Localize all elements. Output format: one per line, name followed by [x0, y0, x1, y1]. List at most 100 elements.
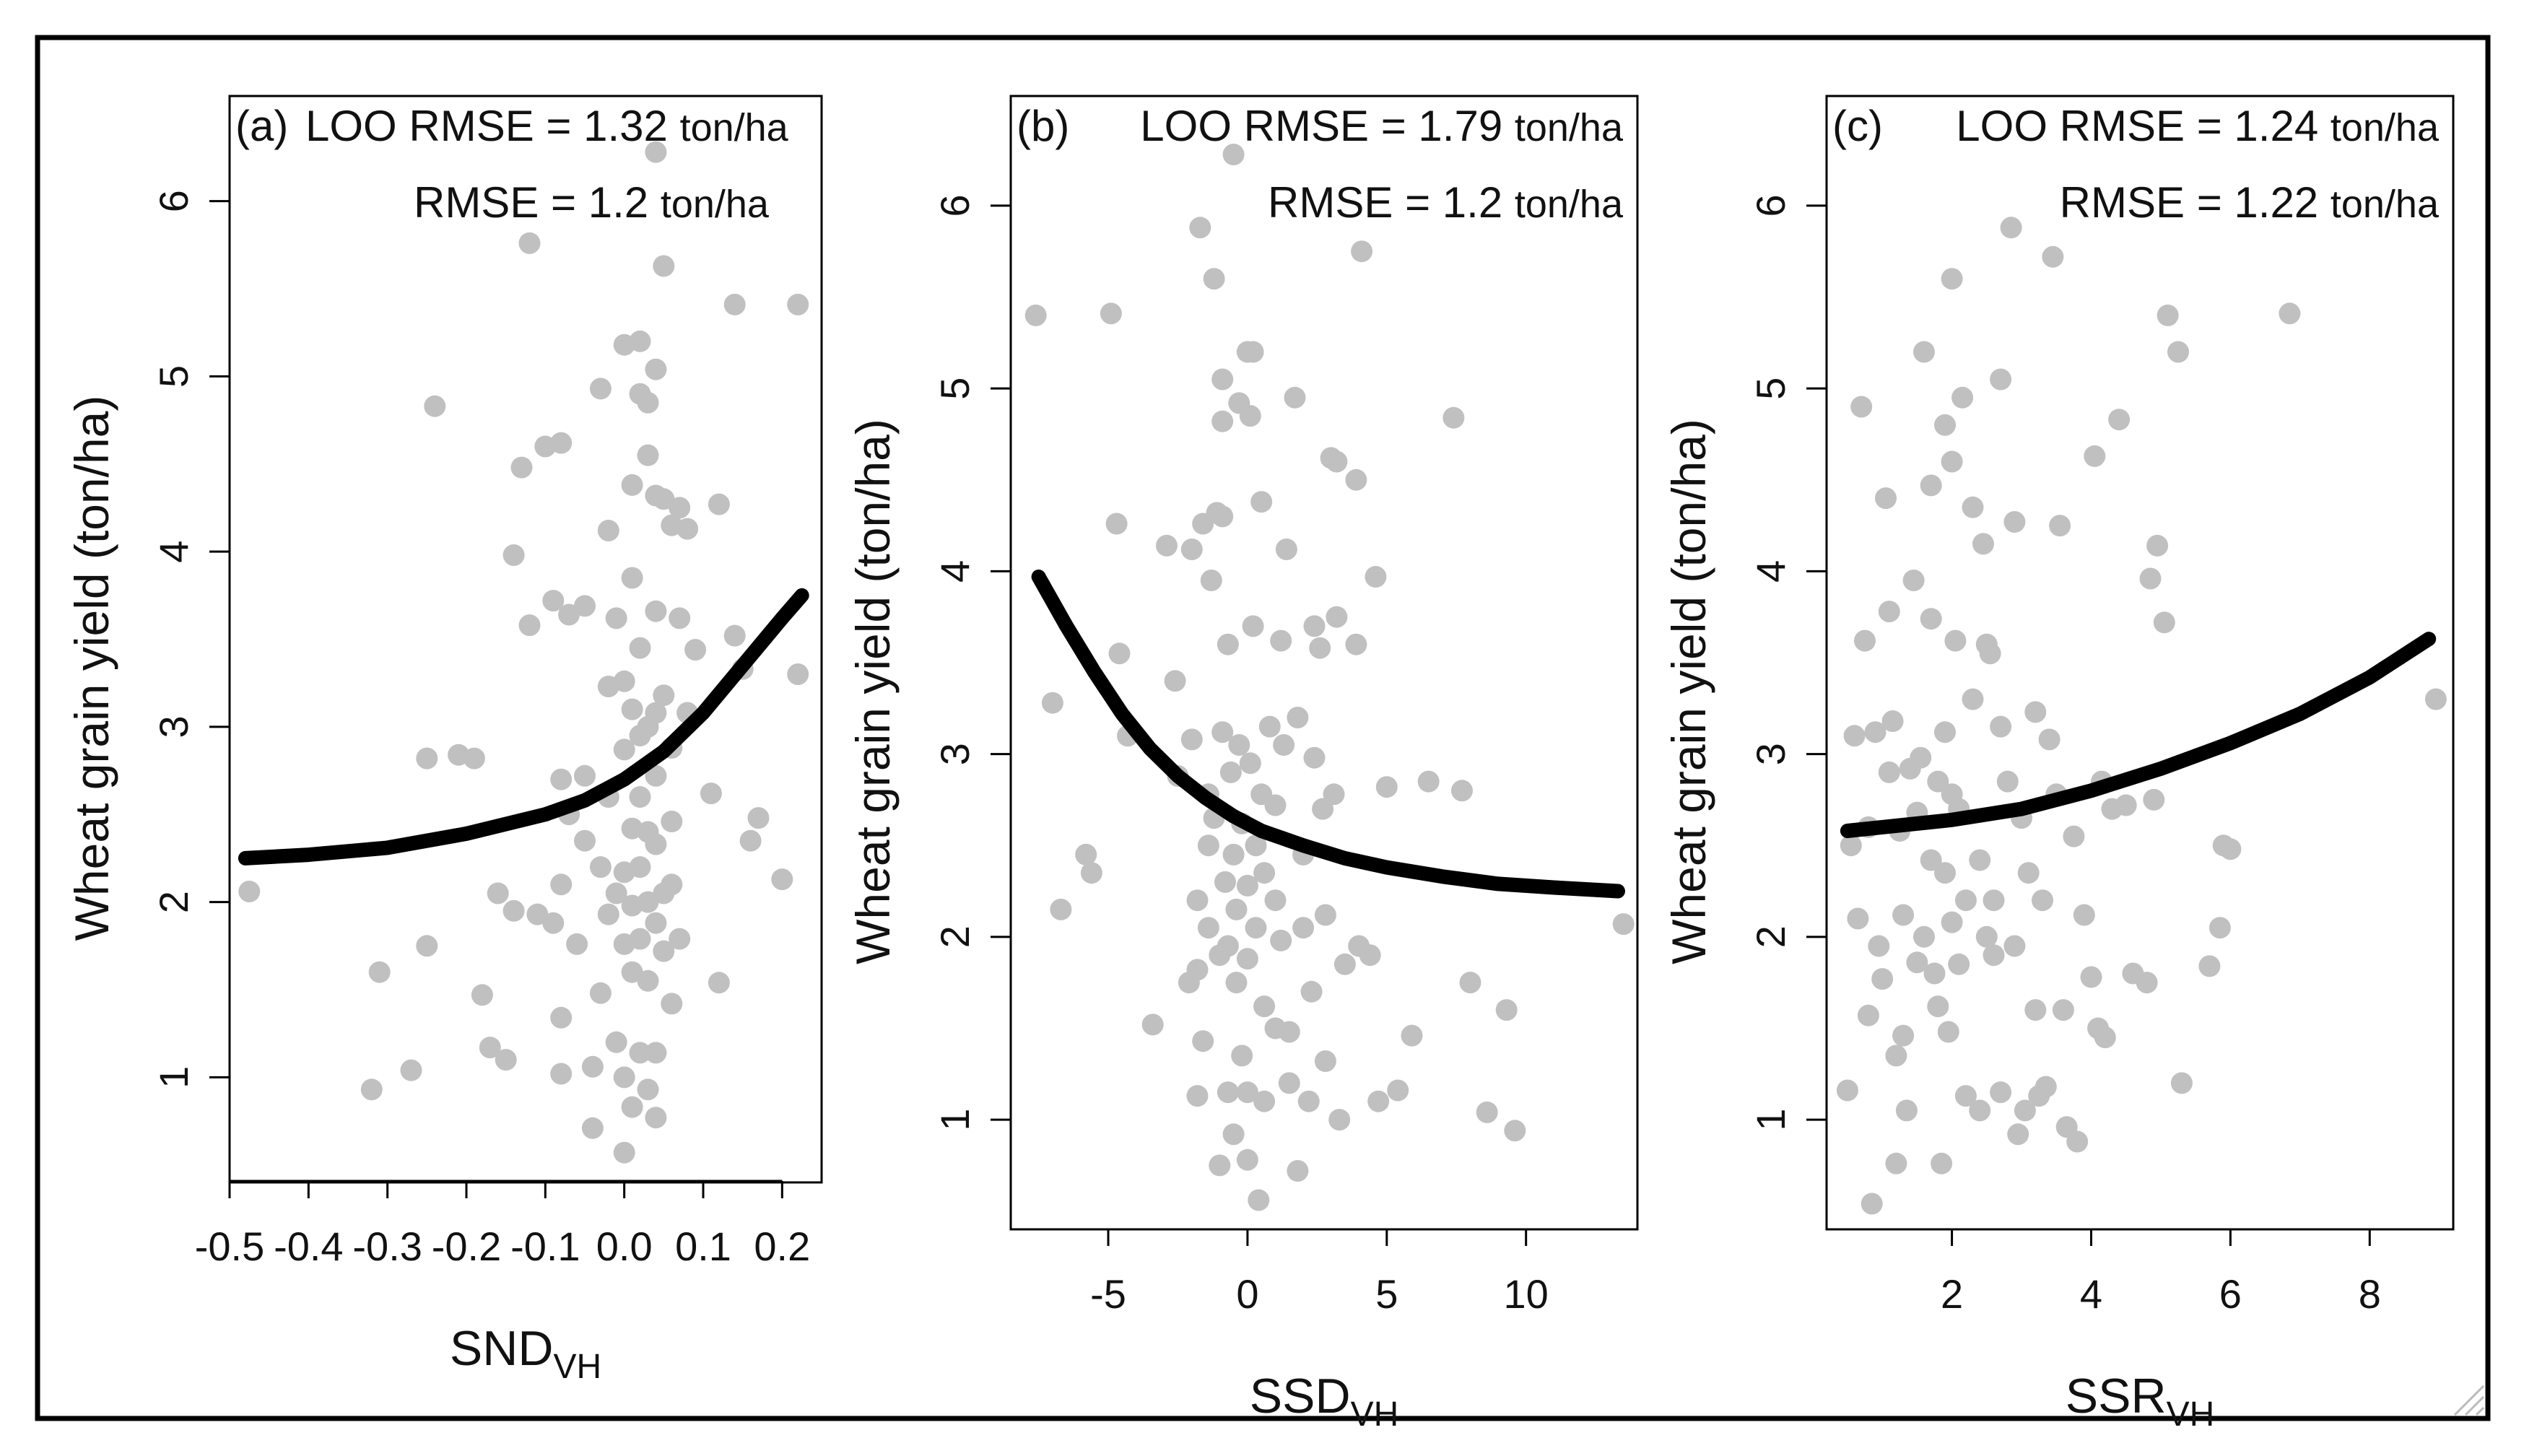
data-point — [1934, 721, 1956, 744]
loo-rmse-annotation: LOO RMSE = 1.24 ton/ha — [1956, 102, 2440, 150]
y-tick-label: 1 — [151, 1066, 196, 1089]
data-point — [1941, 268, 1963, 290]
data-point — [1264, 889, 1287, 912]
data-point — [1931, 1152, 1953, 1174]
data-point — [1878, 601, 1900, 623]
data-point — [2000, 217, 2022, 239]
data-point — [645, 912, 667, 934]
data-point — [1351, 240, 1373, 263]
y-tick-label: 4 — [932, 560, 978, 583]
data-point — [1969, 849, 1991, 871]
y-tick-label: 5 — [151, 365, 196, 388]
data-point — [669, 607, 691, 629]
data-point — [1836, 1079, 1858, 1102]
data-point — [1245, 917, 1267, 939]
data-point — [1197, 834, 1219, 857]
data-point — [1217, 935, 1239, 957]
data-point — [1303, 746, 1326, 769]
data-point — [416, 747, 438, 770]
data-point — [653, 255, 675, 277]
data-point — [1108, 642, 1131, 665]
data-point — [2139, 567, 2162, 590]
data-point — [424, 395, 446, 417]
x-tick-label: 4 — [2080, 1271, 2102, 1317]
data-point — [1180, 539, 1203, 560]
rmse-annotation: RMSE = 1.22 ton/ha — [2060, 178, 2440, 227]
y-axis-label: Wheat grain yield (ton/ha) — [65, 396, 118, 941]
data-point — [629, 856, 651, 879]
data-point — [1868, 935, 1890, 957]
data-point — [2143, 788, 2165, 811]
rmse-annotation: RMSE = 1.2 ton/ha — [414, 178, 770, 227]
data-point — [661, 873, 683, 896]
data-point — [1278, 1072, 1300, 1094]
data-point — [2049, 515, 2071, 537]
data-point — [1314, 1050, 1336, 1072]
data-point — [1850, 396, 1873, 418]
data-point — [1323, 783, 1345, 806]
data-point — [589, 982, 612, 1004]
y-tick-label: 3 — [932, 743, 978, 765]
data-point — [487, 882, 509, 904]
data-point — [684, 639, 707, 661]
data-point — [1292, 917, 1315, 939]
data-point — [1225, 898, 1248, 920]
x-tick-label: 0.0 — [596, 1224, 653, 1269]
data-point — [1969, 1099, 1991, 1122]
data-point — [621, 567, 643, 589]
data-point — [2219, 838, 2242, 860]
fit-curve — [1031, 570, 1625, 899]
data-point — [502, 899, 525, 922]
data-point — [1211, 368, 1234, 391]
data-point — [1875, 487, 1897, 510]
data-point — [629, 330, 651, 352]
data-point — [645, 702, 667, 724]
data-point — [1253, 995, 1276, 1018]
data-point — [2136, 972, 2158, 994]
data-point — [1927, 770, 1949, 793]
x-tick-label: 0.1 — [675, 1224, 731, 1269]
data-point — [1217, 633, 1239, 655]
data-point — [2094, 1026, 2116, 1049]
data-point — [1612, 913, 1635, 936]
data-point — [1937, 1021, 1959, 1043]
data-point — [495, 1049, 517, 1071]
data-point — [1333, 953, 1356, 975]
data-point — [1892, 1024, 1915, 1047]
data-point — [1236, 1148, 1258, 1171]
data-point — [1209, 1154, 1231, 1177]
x-tick-label: -0.5 — [195, 1224, 265, 1269]
data-point — [2084, 445, 2106, 467]
y-axis-label: Wheat grain yield (ton/ha) — [1662, 419, 1715, 964]
panel-label: (a) — [235, 102, 288, 150]
data-point — [1885, 1045, 1907, 1067]
y-tick-label: 2 — [1748, 925, 1793, 948]
data-point — [708, 972, 730, 994]
data-point — [1990, 368, 2012, 391]
data-point — [1979, 642, 2001, 665]
data-point — [653, 684, 675, 707]
data-point — [1253, 862, 1276, 884]
data-point — [605, 1031, 627, 1053]
data-point — [1189, 217, 1211, 239]
data-point — [2153, 611, 2175, 634]
data-point — [558, 603, 580, 626]
y-tick-label: 3 — [151, 715, 196, 738]
x-tick-label: 2 — [1941, 1271, 1963, 1317]
data-point — [1186, 1085, 1209, 1107]
data-point — [1962, 496, 1984, 518]
data-point — [605, 882, 627, 904]
data-point — [1871, 968, 1894, 990]
rmse-annotation: RMSE = 1.2 ton/ha — [1268, 178, 1624, 227]
data-point — [2063, 825, 2085, 847]
data-point — [1248, 1189, 1270, 1211]
data-point — [1156, 534, 1178, 557]
data-point — [1920, 608, 1942, 630]
data-point — [1328, 1109, 1351, 1131]
x-tick-label: 5 — [1375, 1271, 1398, 1317]
data-point — [1885, 1152, 1907, 1174]
data-point — [1954, 1085, 1977, 1107]
data-point — [1287, 707, 1309, 728]
data-point — [1854, 629, 1876, 652]
